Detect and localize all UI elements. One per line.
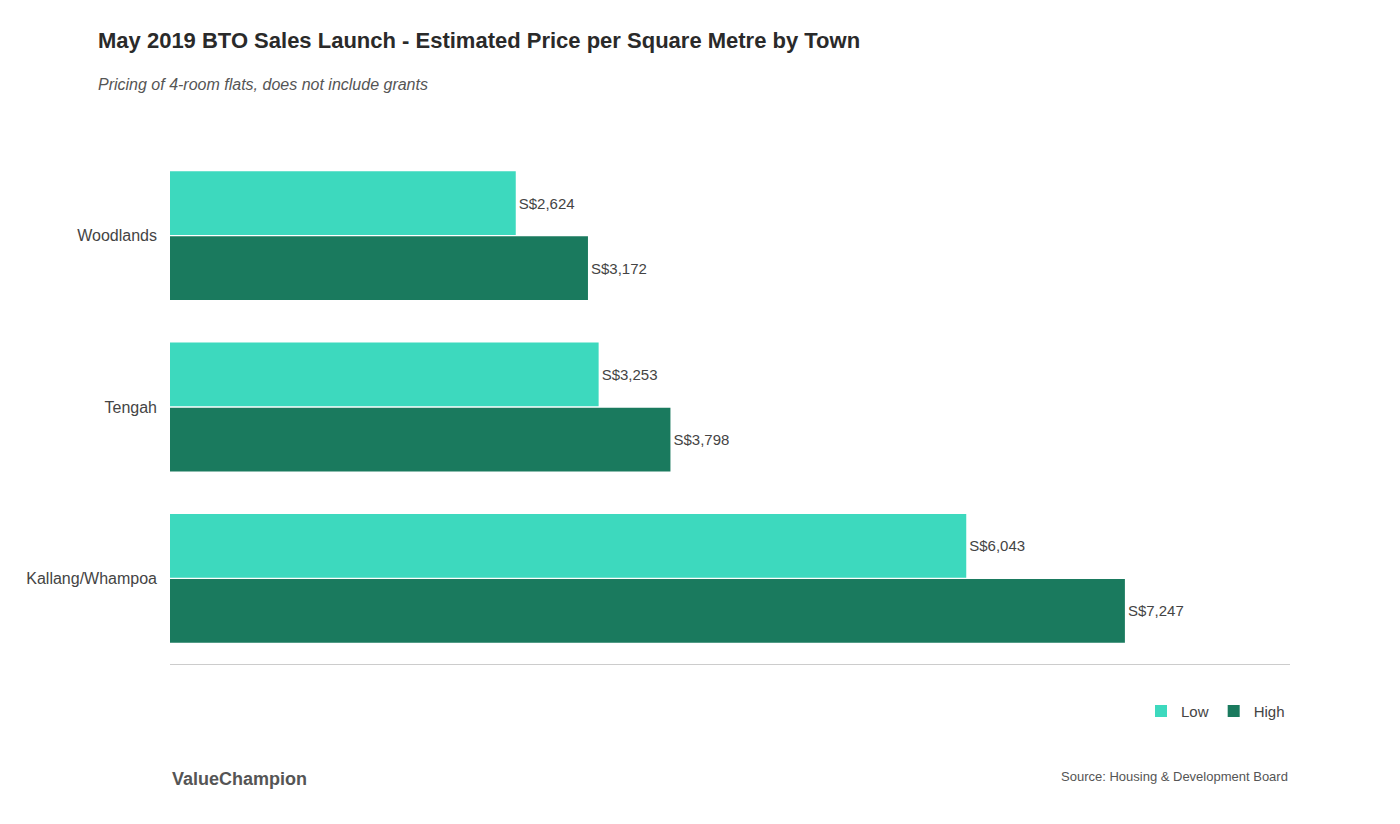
svg-text:Low: Low	[1181, 703, 1209, 720]
svg-text:Tengah: Tengah	[105, 399, 158, 416]
svg-text:S$6,043: S$6,043	[969, 537, 1025, 554]
svg-text:May 2019 BTO Sales Launch - Es: May 2019 BTO Sales Launch - Estimated Pr…	[98, 28, 860, 53]
svg-text:Source: Housing & Development: Source: Housing & Development Board	[1061, 769, 1288, 784]
svg-text:ValueChampion: ValueChampion	[172, 769, 307, 789]
svg-text:S$3,172: S$3,172	[591, 260, 647, 277]
svg-text:S$7,247: S$7,247	[1128, 602, 1184, 619]
svg-text:High: High	[1254, 703, 1285, 720]
svg-text:Kallang/Whampoa: Kallang/Whampoa	[26, 570, 157, 587]
svg-text:S$3,798: S$3,798	[673, 431, 729, 448]
svg-text:S$3,253: S$3,253	[602, 366, 658, 383]
svg-text:Pricing of 4-room flats, does: Pricing of 4-room flats, does not includ…	[98, 76, 428, 93]
svg-text:Woodlands: Woodlands	[77, 227, 157, 244]
svg-text:S$2,624: S$2,624	[519, 195, 575, 212]
